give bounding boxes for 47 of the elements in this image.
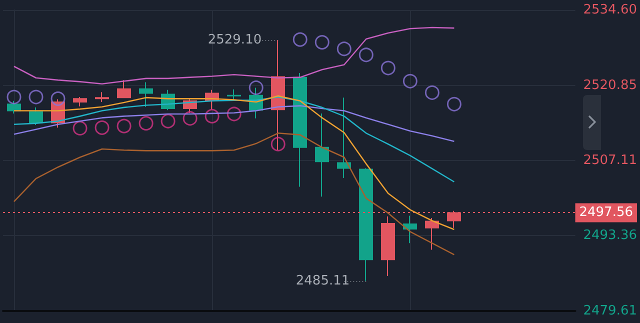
line-series bbox=[13, 132, 455, 256]
point bbox=[380, 60, 396, 76]
y-tick-label: 2520.85 bbox=[583, 78, 638, 93]
point bbox=[270, 136, 286, 152]
candlestick bbox=[29, 106, 43, 126]
line-series bbox=[13, 105, 455, 142]
point bbox=[248, 80, 264, 95]
point bbox=[402, 74, 418, 88]
candlestick bbox=[227, 88, 241, 102]
point bbox=[50, 91, 66, 106]
point bbox=[336, 42, 352, 56]
point bbox=[292, 32, 308, 47]
candlestick bbox=[403, 215, 417, 244]
point bbox=[424, 85, 440, 100]
point bbox=[28, 90, 44, 104]
point bbox=[6, 90, 22, 104]
point bbox=[138, 116, 154, 131]
candlestick bbox=[315, 112, 329, 198]
candlestick bbox=[139, 82, 153, 108]
annotation: 2485.11 bbox=[296, 273, 350, 288]
candlestick bbox=[95, 92, 109, 102]
point bbox=[314, 35, 330, 50]
point bbox=[358, 48, 374, 62]
candlestick bbox=[425, 218, 439, 250]
point bbox=[226, 106, 242, 122]
line-series bbox=[13, 95, 455, 230]
y-tick-label: 2493.36 bbox=[583, 228, 638, 244]
point bbox=[182, 111, 198, 126]
line-series bbox=[13, 26, 455, 85]
y-tick-label: 2534.60 bbox=[583, 2, 638, 18]
y-tick-label: 2479.61 bbox=[583, 304, 638, 318]
point bbox=[204, 108, 220, 124]
candlestick bbox=[73, 96, 87, 107]
candlestick bbox=[293, 72, 307, 188]
ref-line-label: 2497.56 bbox=[579, 205, 634, 220]
candlestick bbox=[359, 168, 373, 282]
point bbox=[116, 118, 132, 134]
point bbox=[72, 120, 88, 136]
y-tick-label: 2507.11 bbox=[583, 152, 638, 168]
annotation: 2529.10 bbox=[208, 32, 262, 48]
candlestick bbox=[337, 97, 351, 179]
point bbox=[446, 96, 462, 112]
line-series bbox=[13, 96, 455, 183]
candlestick bbox=[117, 80, 131, 98]
point bbox=[160, 114, 176, 128]
candlestick bbox=[381, 216, 395, 277]
point bbox=[94, 120, 110, 135]
